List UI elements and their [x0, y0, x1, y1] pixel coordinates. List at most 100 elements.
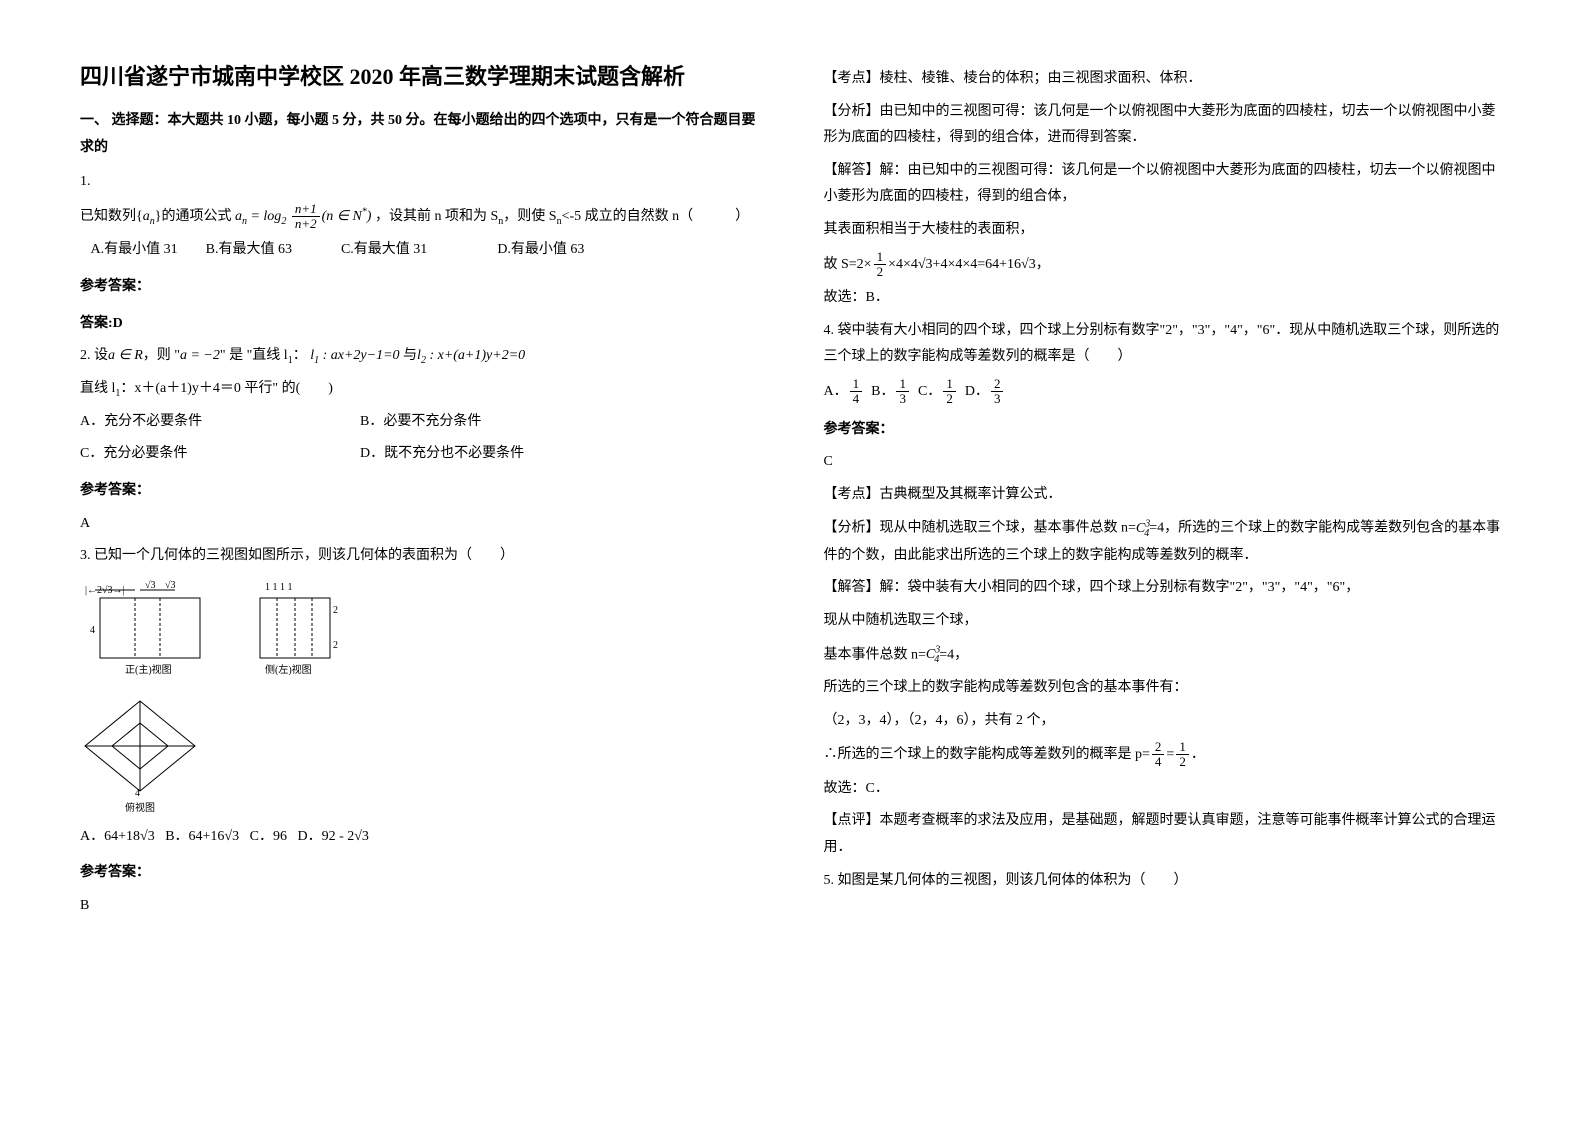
q1-number: 1.: [80, 169, 764, 196]
kp-row: 【考点】棱柱、棱锥、棱台的体积；由三视图求面积、体积．: [824, 66, 1508, 93]
q4-a-frac: 14: [850, 377, 863, 407]
q4-fx: 【分析】现从中随机选取三个球，基本事件总数 n=C34=4，所选的三个球上的数字…: [824, 514, 1508, 569]
svg-text:2: 2: [333, 605, 338, 616]
q4-b-den: 3: [896, 392, 909, 406]
q1-frac: n+1n+2: [292, 202, 320, 232]
q4-jd3b: =4，: [939, 647, 968, 662]
q2-opts-row2: C．充分必要条件D．既不充分也不必要条件: [80, 441, 764, 468]
svg-text:2: 2: [333, 640, 338, 651]
q4-b-frac: 13: [896, 377, 909, 407]
page-title: 四川省遂宁市城南中学校区 2020 年高三数学理期末试题含解析: [80, 60, 764, 93]
q4-jd6-frac1: 24: [1152, 740, 1165, 770]
q3-top-view: 4 俯视图: [80, 696, 210, 816]
q1-f-close: ): [367, 209, 372, 224]
q4-ans-label: 参考答案：: [824, 417, 1508, 444]
q1-stem-a: 已知数列{: [80, 209, 143, 224]
q1-stem-c3: <-5 成立的自然数 n（ ）: [562, 209, 750, 224]
q1-stem-b: }的通项公式: [155, 209, 232, 224]
q1-opt-b: B.有最大值 63: [206, 242, 292, 257]
q4-a-lbl: A．: [824, 384, 848, 399]
q4-ans: C: [824, 449, 1508, 476]
q1-ans: 答案:D: [80, 311, 764, 338]
kp-label: 【考点】: [824, 71, 880, 86]
q2-line1: l1 : ax+2y−1=0: [310, 348, 399, 363]
kp-text: 棱柱、棱锥、棱台的体积；由三视图求面积、体积．: [880, 71, 1202, 86]
q4-jd6b: ．: [1191, 747, 1205, 762]
jd2: 其表面积相当于大棱柱的表面积，: [824, 217, 1508, 244]
q1-stem-c: ，设其前 n 项和为 S: [375, 209, 498, 224]
q4-jd6-num2: 1: [1176, 740, 1189, 755]
svg-text:√3: √3: [145, 580, 156, 591]
q5-stem: 5. 如图是某几何体的三视图，则该几何体的体积为（ ）: [824, 868, 1508, 895]
q4-jd7: 故选：C．: [824, 776, 1508, 803]
q4-jd6-den2: 2: [1176, 755, 1189, 769]
q4-fx-a: 现从中随机选取三个球，基本事件总数 n=: [880, 521, 1136, 536]
q1-frac-num: n+1: [292, 202, 320, 217]
q1-opt-a: A.有最小值 31: [91, 242, 178, 257]
q1-ans-label: 参考答案：: [80, 274, 764, 301]
q1-stem: 已知数列{an}的通项公式 an = log2 n+1n+2(n ∈ N*) ，…: [80, 202, 764, 232]
q4-jd3: 基本事件总数 n=C34=4，: [824, 641, 1508, 669]
q4-opts: A．14 B．13 C．12 D．23: [824, 377, 1508, 407]
jd3: 故 S=2×12×4×4√3+4×4×4=64+16√3，: [824, 250, 1508, 280]
q2-line2: l2 : x+(a+1)y+2=0: [417, 348, 525, 363]
fx-label: 【分析】: [824, 104, 880, 119]
svg-text:4: 4: [90, 625, 95, 636]
svg-text:√3: √3: [165, 580, 176, 591]
section-1-head: 一、 选择题：本大题共 10 小题，每小题 5 分，共 50 分。在每小题给出的…: [80, 108, 764, 161]
q4-d-den: 3: [991, 392, 1004, 406]
jd4: 故选：B．: [824, 285, 1508, 312]
fx-text: 由已知中的三视图可得：该几何是一个以俯视图中大菱形为底面的四棱柱，切去一个以俯视…: [824, 104, 1496, 146]
q4-b-num: 1: [896, 377, 909, 392]
q4-fx-label: 【分析】: [824, 521, 880, 536]
q4-jd4: 所选的三个球上的数字能构成等差数列包含的基本事件有：: [824, 675, 1508, 702]
q1-an: an: [143, 209, 155, 224]
q4-jd2: 现从中随机选取三个球，: [824, 608, 1508, 635]
q3-ans-label: 参考答案：: [80, 860, 764, 887]
q1-ans-val: D: [113, 316, 123, 331]
q2-ans-label: 参考答案：: [80, 478, 764, 505]
q1-f-base: 2: [281, 216, 286, 227]
fx-row: 【分析】由已知中的三视图可得：该几何是一个以俯视图中大菱形为底面的四棱柱，切去一…: [824, 99, 1508, 152]
q4-jd6-den1: 4: [1152, 755, 1165, 769]
q2-m1: a ∈ R: [108, 348, 143, 363]
q3-view2-label: 侧(左)视图: [265, 663, 312, 676]
q4-c-lbl: C．: [918, 384, 941, 399]
q4-a-den: 4: [850, 392, 863, 406]
q2-opts-row1: A．充分不必要条件B．必要不充分条件: [80, 409, 764, 436]
q1-stem-c2: ，则使 S: [503, 209, 556, 224]
q1-opt-c: C.有最大值 31: [341, 242, 427, 257]
q1-formula: an = log2 n+1n+2(n ∈ N*): [235, 209, 375, 224]
q3-view3-label: 俯视图: [125, 801, 155, 814]
q1-frac-den: n+2: [292, 217, 320, 231]
q4-dp-label: 【点评】: [824, 813, 880, 828]
q1-options: A.有最小值 31 B.有最大值 63 C.有最大值 31 D.有最小值 63: [80, 237, 764, 264]
q3-ans: B: [80, 893, 764, 920]
q4-dp: 【点评】本题考查概率的求法及应用，是基础题，解题时要认真审题，注意等可能事件概率…: [824, 808, 1508, 861]
jd1-text: 解：由已知中的三视图可得：该几何是一个以俯视图中大菱形为底面的四棱柱，切去一个以…: [824, 163, 1496, 205]
q2-m2: a = −2: [180, 348, 220, 363]
q4-jd-label: 【解答】: [824, 580, 880, 595]
q2-opt-c: C．充分必要条件: [80, 441, 360, 468]
q3-front-side-views: |←2√3→| √3√3 4 正(主)视图 1 1 1 1 22 侧(左)视图: [80, 578, 340, 688]
q4-kp: 【考点】古典概型及其概率计算公式．: [824, 482, 1508, 509]
q2-opt-d: D．既不充分也不必要条件: [360, 446, 524, 461]
q3-opt-b: B．64+16√3: [165, 829, 239, 844]
q3-opts: A．64+18√3 B．64+16√3 C．96 D．92 - 2√3: [80, 824, 764, 851]
q2-s5: 与: [403, 348, 417, 363]
q4-jd1: 【解答】解：袋中装有大小相同的四个球，四个球上分别标有数字"2"，"3"，"4"…: [824, 575, 1508, 602]
q1-opt-d: D.有最小值 63: [497, 242, 584, 257]
q4-kp-label: 【考点】: [824, 487, 880, 502]
q4-jd6-eq: =: [1166, 747, 1174, 762]
q4-c-den: 2: [943, 392, 956, 406]
q4-jd6a: ∴所选的三个球上的数字能构成等差数列的概率是 p=: [824, 747, 1150, 762]
svg-text:1 1 1 1: 1 1 1 1: [265, 582, 293, 593]
q4-c-num: 1: [943, 377, 956, 392]
jd1-row: 【解答】解：由已知中的三视图可得：该几何是一个以俯视图中大菱形为底面的四棱柱，切…: [824, 158, 1508, 211]
q3-opt-a: A．64+18√3: [80, 829, 155, 844]
q4-jd1-text: 解：袋中装有大小相同的四个球，四个球上分别标有数字"2"，"3"，"4"，"6"…: [880, 580, 1360, 595]
q1-ans-lbl2: 答案:: [80, 316, 113, 331]
q4-jd5: （2，3，4），（2，4，6），共有 2 个，: [824, 708, 1508, 735]
jd3-den: 2: [874, 265, 887, 279]
q3-opt-c: C．96: [250, 829, 287, 844]
